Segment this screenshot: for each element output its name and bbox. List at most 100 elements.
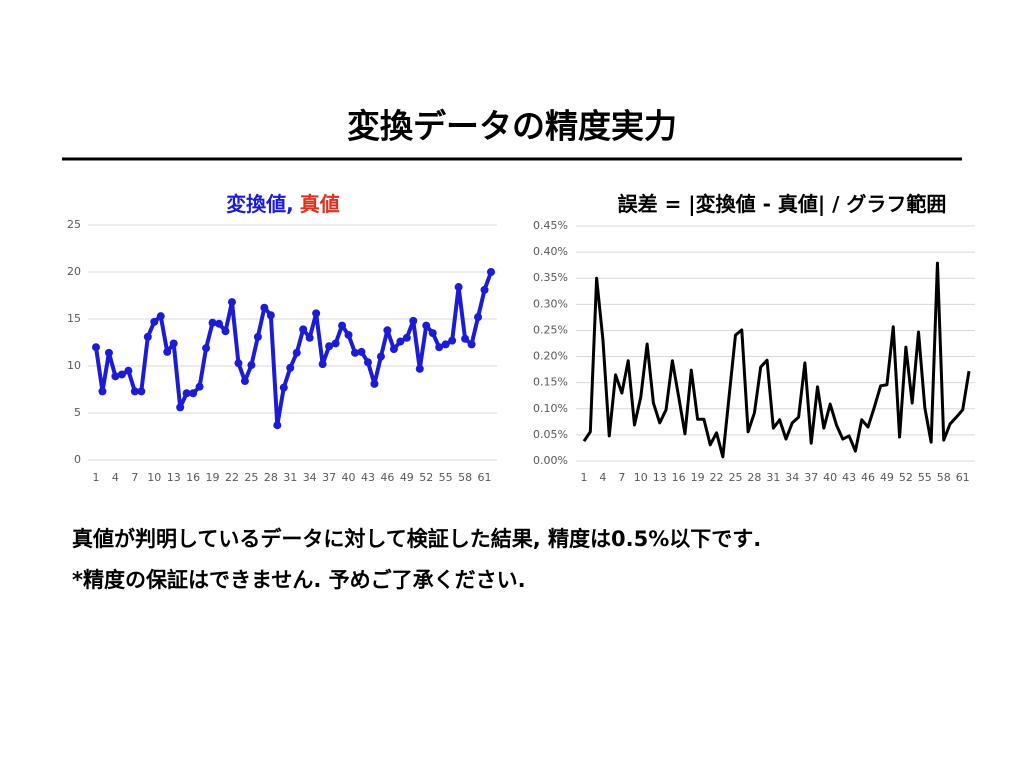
x-tick-label: 43 [842,471,856,484]
x-tick-label: 16 [186,471,200,484]
data-point [104,348,113,357]
data-point [124,366,133,375]
x-tick-label: 13 [167,471,181,484]
slide-title: 変換データの精度実力 [347,107,677,146]
x-tick-label: 55 [439,471,453,484]
data-point [286,363,295,372]
chart-title-part: 真値 [300,192,340,216]
x-tick-label: 10 [147,471,161,484]
data-point [312,309,321,318]
data-point [247,361,256,370]
x-tick-label: 40 [342,471,356,484]
y-tick-label: 0.35% [533,271,568,284]
x-tick-label: 40 [823,471,837,484]
x-tick-label: 49 [880,471,894,484]
y-tick-label: 0.45% [533,219,568,232]
x-tick-label: 37 [804,471,818,484]
data-point [338,321,347,330]
x-tick-label: 31 [766,471,780,484]
data-point [299,325,308,334]
chart-title: 誤差 = |変換値 - 真値| / グラフ範囲 [618,192,947,216]
data-point [150,317,159,326]
data-point [448,336,457,345]
data-point [409,316,418,325]
y-tick-label: 0.15% [533,376,568,389]
y-tick-label: 5 [74,406,81,419]
data-point [435,343,444,352]
data-point [111,372,120,381]
data-point [305,333,314,342]
data-point [318,360,327,369]
y-tick-label: 0.30% [533,297,568,310]
y-tick-label: 0.00% [533,454,568,467]
data-point [253,332,262,341]
data-point [487,268,495,276]
chart-title: 変換値, 真値 [226,192,340,216]
data-point [357,347,366,356]
x-tick-label: 58 [937,471,951,484]
data-point [415,364,424,373]
chart-title-part: 変換値, [226,192,294,216]
x-tick-label: 1 [581,471,588,484]
x-tick-label: 55 [918,471,932,484]
x-tick-label: 7 [131,471,138,484]
body-text: *精度の保証はできません. 予めご了承ください. [72,568,526,592]
data-point [182,389,191,398]
x-tick-label: 43 [361,471,375,484]
data-point [260,303,269,312]
x-tick-label: 37 [322,471,336,484]
data-line [582,261,971,459]
data-point [422,321,431,330]
data-point [273,421,282,430]
data-point [351,348,360,357]
body-text: 真値が判明しているデータに対して検証した結果, 精度は0.5%以下です. [72,527,761,551]
y-tick-label: 0 [74,453,81,466]
data-point [130,387,139,396]
x-tick-label: 61 [956,471,970,484]
x-tick-label: 10 [634,471,648,484]
data-point [279,383,288,392]
data-line [94,271,493,428]
data-point [195,382,204,391]
x-tick-label: 34 [785,471,799,484]
data-point [156,312,165,321]
data-point [396,337,405,346]
data-point [467,340,476,349]
x-tick-label: 52 [419,471,433,484]
data-point [92,343,100,352]
y-tick-label: 0.05% [533,428,568,441]
data-point [325,342,334,351]
data-point [98,387,107,396]
x-tick-label: 25 [244,471,258,484]
y-tick-label: 0.10% [533,402,568,415]
data-point [292,348,301,357]
data-point [202,344,211,353]
data-point [383,326,392,335]
data-point [454,283,463,292]
data-point [117,370,126,379]
data-point [266,311,275,320]
x-tick-label: 34 [303,471,317,484]
data-point [221,327,230,336]
data-point [344,330,353,339]
y-tick-label: 25 [67,218,81,231]
data-point [215,319,224,328]
data-point [176,403,185,412]
data-point [227,298,236,307]
x-tick-label: 19 [691,471,705,484]
data-point [441,340,450,349]
x-tick-label: 4 [599,471,606,484]
x-tick-label: 22 [710,471,724,484]
x-tick-label: 49 [400,471,414,484]
data-point [474,313,483,322]
y-tick-label: 15 [67,312,81,325]
x-tick-label: 46 [861,471,875,484]
data-point [402,333,411,342]
x-tick-label: 52 [899,471,913,484]
data-point [137,387,146,396]
data-point [208,318,217,327]
y-tick-label: 0.20% [533,350,568,363]
data-point [240,377,249,386]
